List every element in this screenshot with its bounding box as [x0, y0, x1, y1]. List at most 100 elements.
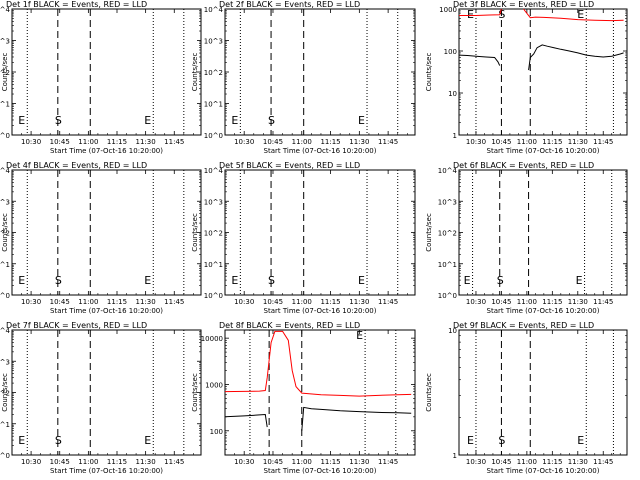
x-tick-label: 10:30 [21, 298, 41, 306]
end-marker-label: E [231, 274, 238, 287]
end-marker-label: E [356, 329, 363, 342]
end-marker-label: E [231, 114, 238, 127]
x-tick-label: 11:00 [517, 298, 537, 306]
plot-frame [458, 8, 628, 136]
y-axis-label: Counts/sec [191, 373, 199, 412]
x-axis-label: Start Time (07-Oct-16 10:20:00) [264, 307, 377, 315]
x-tick-label: 10:45 [491, 298, 511, 306]
end-marker-label: E [144, 274, 151, 287]
y-axis-label: Counts/sec [425, 53, 433, 92]
x-tick-label: 11:15 [320, 298, 340, 306]
y-tick-label: 10^2 [0, 230, 10, 238]
y-tick-label: 10^2 [438, 230, 457, 238]
panel-det1: Det 1f BLACK = Events, RED = LLD Counts/s… [0, 0, 202, 155]
x-tick-label: 10:30 [234, 298, 254, 306]
events-series-line [528, 44, 624, 71]
x-axis-label: Start Time (07-Oct-16 10:20:00) [264, 467, 377, 475]
y-tick-label: 10^4 [438, 167, 458, 175]
end-marker-label: E [576, 274, 583, 287]
x-tick-label: 10:30 [21, 138, 41, 146]
start-marker-label: S [55, 114, 62, 127]
y-tick-label: 10^0 [0, 132, 10, 140]
start-marker-label: S [497, 274, 504, 287]
x-tick-label: 11:15 [542, 138, 562, 146]
x-tick-label: 10:45 [491, 138, 511, 146]
events-series-line [458, 54, 501, 66]
end-marker-label: E [358, 114, 365, 127]
panel-det6: Det 6f BLACK = Events, RED = LLD Counts/s… [425, 161, 628, 315]
y-tick-label: 10000 [201, 335, 223, 343]
start-marker-label: S [498, 8, 505, 21]
end-marker-label: E [358, 274, 365, 287]
x-axis-label: Start Time (07-Oct-16 10:20:00) [50, 147, 163, 155]
x-tick-label: 11:45 [164, 298, 184, 306]
start-marker-label: S [55, 274, 62, 287]
lld-series-line [459, 8, 502, 16]
x-tick-label: 11:00 [292, 458, 312, 466]
y-tick-label: 10^4 [204, 6, 224, 14]
y-axis-label: Counts/sec [1, 213, 9, 252]
y-tick-label: 10^1 [204, 101, 223, 109]
x-tick-label: 11:15 [320, 458, 340, 466]
x-tick-label: 11:15 [542, 298, 562, 306]
x-axis-label: Start Time (07-Oct-16 10:20:00) [264, 147, 377, 155]
y-tick-label: 10^0 [438, 292, 457, 300]
y-tick-label: 10^2 [0, 69, 10, 77]
x-tick-label: 11:00 [78, 298, 98, 306]
x-axis-label: Start Time (07-Oct-16 10:20:00) [487, 307, 600, 315]
x-tick-label: 11:00 [517, 138, 537, 146]
y-tick-label: 10^1 [0, 261, 10, 269]
x-tick-label: 11:30 [136, 298, 156, 306]
plot-frame [11, 329, 202, 456]
x-tick-label: 11:30 [568, 298, 588, 306]
y-axis-label: Counts/sec [191, 213, 199, 252]
panel-title: Det 9f BLACK = Events, RED = LLD [453, 321, 594, 330]
x-axis-label: Start Time (07-Oct-16 10:20:00) [487, 147, 600, 155]
y-tick-label: 1 [453, 132, 457, 140]
panel-det7: Det 7f BLACK = Events, RED = LLD Counts/s… [0, 321, 202, 475]
y-tick-label: 10^2 [0, 390, 10, 398]
x-tick-label: 10:30 [234, 458, 254, 466]
y-tick-label: 1000 [205, 381, 223, 389]
y-tick-label: 10^4 [0, 327, 11, 335]
panel-det5: Det 5f BLACK = Events, RED = LLD Counts/s… [191, 161, 416, 315]
x-tick-label: 10:45 [263, 298, 283, 306]
y-tick-label: 10^3 [204, 38, 223, 46]
x-tick-label: 11:30 [136, 138, 156, 146]
x-tick-label: 10:30 [466, 298, 486, 306]
x-axis-label: Start Time (07-Oct-16 10:20:00) [50, 467, 163, 475]
end-marker-label: E [577, 8, 584, 21]
y-tick-label: 10^4 [0, 6, 11, 14]
x-tick-label: 10:45 [50, 298, 70, 306]
x-tick-label: 11:30 [568, 458, 588, 466]
lld-series-line [523, 8, 624, 22]
plot-frame [458, 329, 628, 456]
y-tick-label: 100 [210, 428, 223, 436]
x-tick-label: 10:45 [50, 138, 70, 146]
plot-frame [11, 169, 202, 296]
x-tick-label: 11:45 [378, 138, 398, 146]
x-tick-label: 11:15 [107, 298, 127, 306]
y-axis-label: Counts/sec [1, 373, 9, 412]
end-marker-label: E [467, 434, 474, 447]
x-tick-label: 11:45 [378, 458, 398, 466]
x-tick-label: 11:15 [107, 458, 127, 466]
plot-frame [11, 8, 202, 136]
panel-title: Det 7f BLACK = Events, RED = LLD [6, 321, 147, 330]
y-tick-label: 10^4 [204, 167, 224, 175]
y-tick-label: 10^3 [438, 198, 457, 206]
y-tick-label: 10 [448, 327, 457, 335]
end-marker-label: E [577, 434, 584, 447]
x-axis-label: Start Time (07-Oct-16 10:20:00) [487, 467, 600, 475]
panel-title: Det 8f BLACK = Events, RED = LLD [219, 321, 360, 330]
plot-frame [224, 8, 416, 136]
x-tick-label: 11:00 [292, 298, 312, 306]
y-tick-label: 10^0 [0, 292, 10, 300]
y-tick-label: 10^1 [438, 261, 457, 269]
x-tick-label: 11:45 [164, 138, 184, 146]
x-tick-label: 11:15 [107, 138, 127, 146]
x-tick-label: 11:30 [349, 458, 369, 466]
y-tick-label: 10^3 [204, 198, 223, 206]
y-tick-label: 10 [448, 90, 457, 98]
start-marker-label: S [268, 114, 275, 127]
